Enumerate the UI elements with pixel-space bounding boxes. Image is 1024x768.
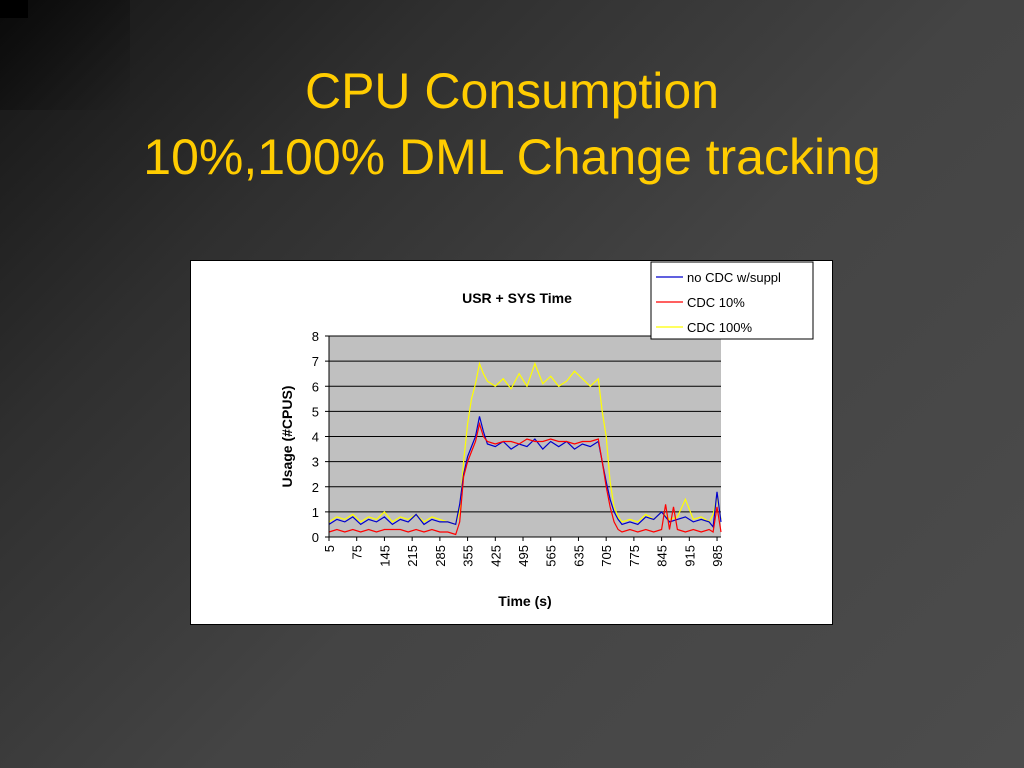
y-tick-label: 4 — [312, 430, 319, 445]
chart-title: USR + SYS Time — [462, 290, 572, 306]
y-tick-label: 6 — [312, 379, 319, 394]
y-tick-label: 2 — [312, 480, 319, 495]
y-tick-label: 7 — [312, 354, 319, 369]
y-tick-label: 8 — [312, 329, 319, 344]
legend-label: CDC 100% — [687, 320, 752, 335]
x-tick-label: 215 — [405, 545, 420, 567]
slide-title: CPU Consumption 10%,100% DML Change trac… — [0, 58, 1024, 190]
x-tick-label: 285 — [433, 545, 448, 567]
y-tick-label: 5 — [312, 404, 319, 419]
x-tick-label: 915 — [682, 545, 697, 567]
slide-title-line-1: CPU Consumption — [304, 63, 720, 119]
x-tick-label: 495 — [516, 545, 531, 567]
y-axis-label: Usage (#CPUS) — [279, 386, 295, 488]
x-tick-label: 775 — [627, 545, 642, 567]
y-tick-label: 0 — [312, 530, 319, 545]
x-tick-label: 985 — [710, 545, 725, 567]
x-tick-label: 635 — [571, 545, 586, 567]
y-tick-label: 3 — [312, 455, 319, 470]
y-tick-label: 1 — [312, 505, 319, 520]
line-chart: USR + SYS Time 0 1 2 3 4 5 6 7 8 5 75 145 215 285 355… — [279, 261, 814, 609]
x-tick-label: 565 — [544, 545, 559, 567]
chart-legend: no CDC w/suppl CDC 10% CDC 100% — [650, 261, 814, 340]
x-tick-label: 705 — [599, 545, 614, 567]
legend-label: CDC 10% — [687, 295, 745, 310]
chart-frame: USR + SYS Time 0 1 2 3 4 5 6 7 8 5 75 145 215 285 355… — [190, 260, 833, 625]
x-tick-label: 845 — [655, 545, 670, 567]
series-line-no-cdc-w-suppl — [328, 416, 722, 529]
axes — [328, 336, 721, 538]
legend-box — [650, 261, 814, 340]
x-tick-label: 425 — [488, 545, 503, 567]
x-axis-label: Time (s) — [498, 593, 551, 609]
x-tick-label: 355 — [461, 545, 476, 567]
x-tick-label: 145 — [377, 545, 392, 567]
series-lines — [328, 361, 722, 536]
corner-shading — [0, 0, 130, 110]
legend-label: no CDC w/suppl — [687, 270, 781, 285]
slide-title-line-2: 10%,100% DML Change tracking — [143, 129, 881, 185]
series-line-cdc-10- — [328, 421, 722, 536]
x-axis-ticks: 5 75 145 215 285 355 425 495 565 635 705 775 845 915 9… — [322, 537, 725, 567]
x-tick-label: 75 — [350, 545, 365, 559]
y-axis-ticks: 0 1 2 3 4 5 6 7 8 — [312, 329, 329, 545]
x-tick-label: 5 — [322, 545, 337, 552]
corner-block — [0, 0, 28, 18]
